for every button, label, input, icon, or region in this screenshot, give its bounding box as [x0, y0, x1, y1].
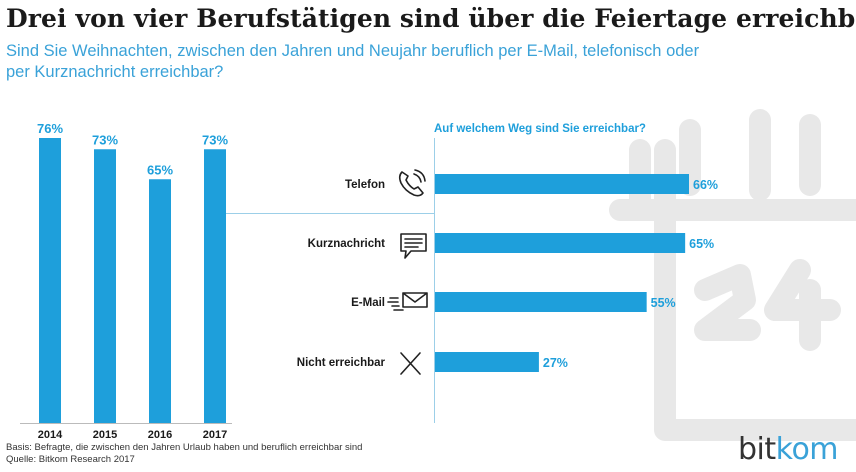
breakdown-title: Auf welchem Weg sind Sie erreichbar?	[434, 123, 646, 135]
footnote-source: Quelle: Bitkom Research 2017	[6, 454, 135, 465]
cross-shape	[400, 352, 421, 375]
channel-value-label: 66%	[693, 178, 718, 192]
logo-bit: bit	[738, 432, 776, 467]
mail-icon	[387, 292, 428, 311]
calendar-watermark-icon	[609, 109, 856, 441]
channel-value-label: 27%	[543, 356, 568, 370]
year-bar	[94, 149, 116, 423]
year-tick-label: 2016	[148, 429, 172, 441]
year-tick-label: 2014	[38, 429, 63, 441]
phone-icon	[398, 169, 426, 197]
speed-lines-shape	[387, 297, 404, 311]
channel-value-label: 65%	[689, 237, 714, 251]
footnote-basis: Basis: Befragte, die zwischen den Jahren…	[6, 442, 363, 453]
year-bar	[39, 138, 61, 423]
message-icon	[400, 233, 427, 259]
envelope-shape	[402, 292, 428, 308]
phone-icon-shape	[398, 171, 424, 197]
channel-category-label: Telefon	[345, 179, 385, 191]
footnote: Basis: Befragte, die zwischen den Jahren…	[6, 442, 362, 466]
year-tick-label: 2015	[93, 429, 117, 441]
year-tick-label: 2017	[203, 429, 227, 441]
channel-bar	[435, 174, 689, 194]
chart-subtitle: Sind Sie Weihnachten, zwischen den Jahre…	[6, 41, 726, 83]
logo-kom: kom	[775, 432, 839, 467]
year-value-label: 65%	[147, 162, 173, 177]
channel-category-label: Kurznachricht	[308, 238, 385, 250]
year-value-label: 73%	[92, 132, 118, 147]
channel-value-label: 55%	[651, 296, 676, 310]
year-bar	[204, 149, 226, 423]
year-value-label: 73%	[202, 132, 228, 147]
year-bar	[149, 179, 171, 423]
phone-wave-shape	[413, 169, 426, 183]
channel-bar	[435, 233, 686, 253]
message-lines-shape	[404, 238, 423, 248]
bitkom-logo: bitkom	[738, 432, 839, 467]
subtitle-line-2: per Kurznachricht erreichbar?	[6, 63, 224, 81]
channel-bar	[435, 292, 647, 312]
subtitle-line-1: Sind Sie Weihnachten, zwischen den Jahre…	[6, 42, 700, 60]
message-bubble-shape	[400, 233, 427, 259]
year-value-label: 76%	[37, 121, 63, 136]
chart-title: Drei von vier Berufstätigen sind über di…	[6, 4, 856, 33]
channel-bar	[435, 352, 539, 372]
cross-icon	[400, 352, 421, 375]
channel-category-label: Nicht erreichbar	[297, 357, 386, 369]
channel-category-label: E-Mail	[351, 297, 385, 309]
